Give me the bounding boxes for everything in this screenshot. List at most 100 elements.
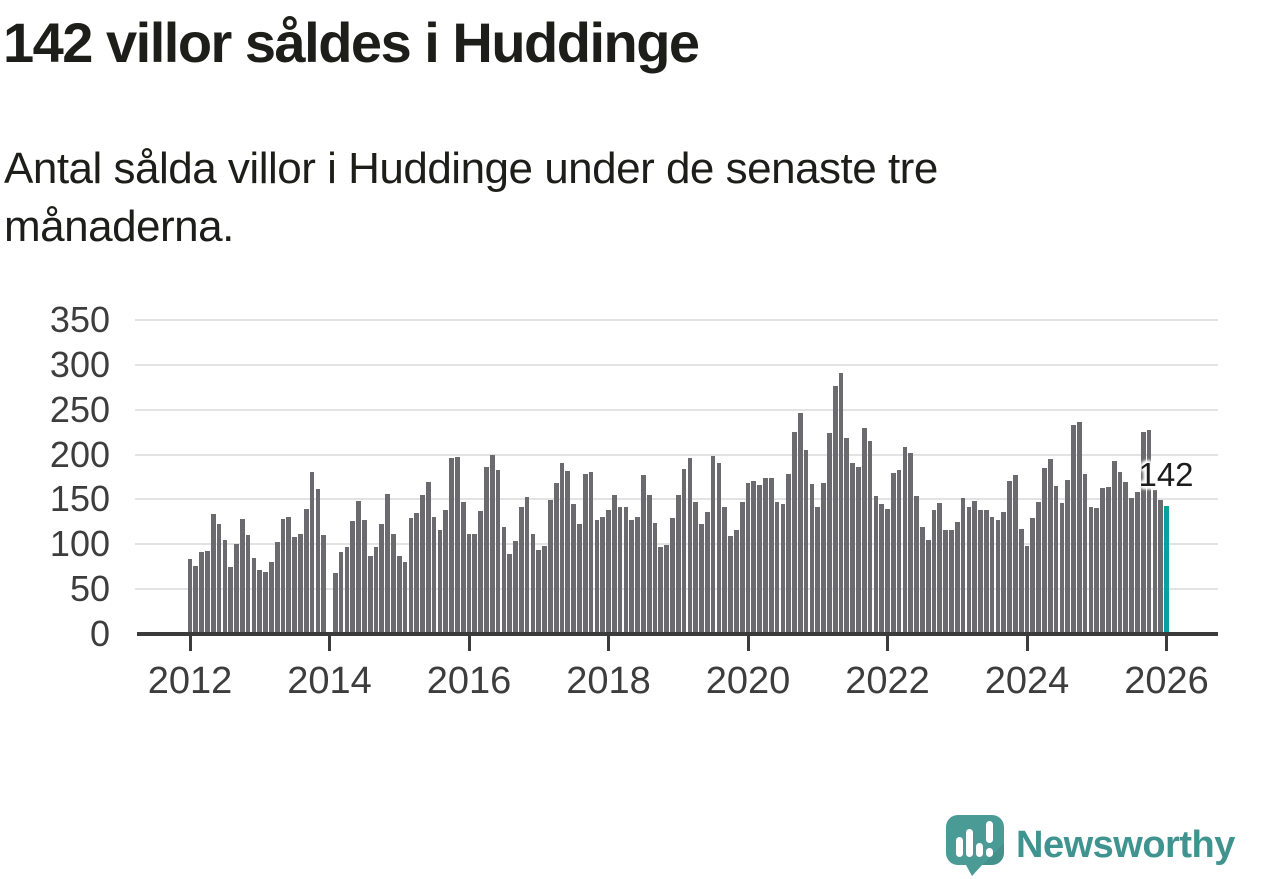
bar xyxy=(925,539,931,633)
bar xyxy=(1071,424,1076,633)
bar xyxy=(1100,487,1105,633)
bar xyxy=(739,502,745,633)
chart-subtitle: Antal sålda villor i Huddinge under de s… xyxy=(4,140,938,256)
gridline xyxy=(135,319,1218,321)
bar xyxy=(890,473,896,633)
bar xyxy=(995,520,1001,633)
bar xyxy=(681,468,687,633)
bar xyxy=(1076,422,1082,633)
bar xyxy=(391,534,396,633)
bar xyxy=(251,557,257,633)
bar xyxy=(594,520,600,633)
bar xyxy=(1117,471,1123,633)
x-tick-label: 2024 xyxy=(984,660,1070,702)
bar xyxy=(902,447,908,633)
bar xyxy=(693,502,699,633)
bar xyxy=(832,386,838,633)
bar xyxy=(1042,467,1047,633)
bar xyxy=(298,534,303,633)
x-tick-label: 2014 xyxy=(287,660,372,702)
gridline xyxy=(135,363,1218,366)
bar xyxy=(315,488,321,633)
bar xyxy=(228,566,234,633)
bar xyxy=(303,509,309,633)
bar xyxy=(931,510,937,633)
bar xyxy=(745,483,751,633)
bar xyxy=(716,462,722,633)
bar xyxy=(420,494,425,633)
bar xyxy=(704,511,710,633)
bar xyxy=(780,503,786,633)
bar xyxy=(1088,506,1094,633)
bar xyxy=(548,500,553,633)
bar xyxy=(210,513,216,633)
bar xyxy=(501,527,507,633)
bar xyxy=(553,483,559,633)
bar xyxy=(943,529,948,633)
bar xyxy=(344,546,350,633)
bar xyxy=(867,441,873,633)
bar xyxy=(687,458,693,633)
bar xyxy=(484,467,489,633)
x-tick-label: 2022 xyxy=(845,660,930,702)
bar xyxy=(821,483,826,633)
bar xyxy=(408,518,414,633)
bar xyxy=(972,501,978,633)
bar xyxy=(222,539,228,633)
bar xyxy=(269,562,274,633)
bar xyxy=(861,427,867,633)
bar xyxy=(1094,508,1100,633)
bar xyxy=(774,502,780,633)
bar xyxy=(524,496,530,633)
bar xyxy=(600,517,606,633)
bar xyxy=(611,494,617,633)
bar xyxy=(362,520,367,633)
x-tick xyxy=(328,636,331,651)
bar xyxy=(437,529,443,633)
bar xyxy=(431,517,437,633)
subtitle-line-1: Antal sålda villor i Huddinge under de s… xyxy=(4,144,938,193)
newsworthy-bubble-icon xyxy=(946,815,1004,876)
bar xyxy=(1129,497,1134,633)
bar xyxy=(205,551,210,633)
bar-highlight xyxy=(1164,505,1169,633)
subtitle-line-2: månaderna. xyxy=(4,202,234,251)
bar xyxy=(949,529,954,633)
bar xyxy=(908,452,914,633)
bar xyxy=(710,456,716,633)
bar xyxy=(803,450,809,633)
bar xyxy=(1135,492,1140,633)
bar xyxy=(321,535,327,633)
bar xyxy=(966,506,972,633)
bar xyxy=(658,546,664,633)
bar xyxy=(414,512,420,633)
bar xyxy=(577,524,582,633)
bar xyxy=(542,546,547,633)
bar xyxy=(815,506,821,633)
newsworthy-wordmark: Newsworthy xyxy=(1016,824,1235,866)
bar xyxy=(507,554,513,633)
bar xyxy=(396,555,402,633)
bar xyxy=(873,495,879,633)
bar xyxy=(646,494,652,633)
bar xyxy=(1059,502,1065,633)
x-tick xyxy=(1165,636,1168,651)
bar xyxy=(245,535,251,633)
bar xyxy=(1140,432,1146,633)
bar xyxy=(332,572,338,633)
y-tick-label: 0 xyxy=(89,613,110,654)
bar xyxy=(402,562,408,633)
bar xyxy=(989,517,995,633)
bar xyxy=(571,503,576,633)
bar xyxy=(1018,528,1024,633)
bar xyxy=(472,534,478,633)
bar xyxy=(675,494,681,633)
bar xyxy=(896,469,902,633)
bar xyxy=(670,518,675,633)
x-tick xyxy=(1025,636,1029,651)
bar xyxy=(699,524,704,633)
bar xyxy=(443,510,449,633)
newsworthy-logo: Newsworthy xyxy=(946,815,1235,879)
bar xyxy=(1146,430,1152,633)
